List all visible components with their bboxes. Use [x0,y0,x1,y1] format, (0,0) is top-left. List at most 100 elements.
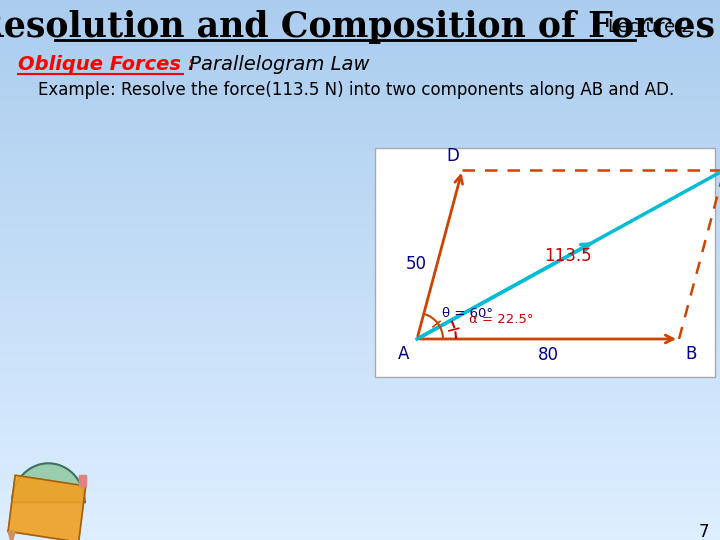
Bar [0,287,720,290]
Bar [0,265,720,268]
Bar [0,523,720,525]
Bar [0,318,720,320]
Bar [0,28,720,31]
Bar [0,314,720,317]
Bar [0,15,720,18]
Bar [0,350,720,353]
Bar [0,98,720,101]
Bar [0,312,720,315]
Bar [0,58,720,61]
Bar [0,210,720,212]
Bar [0,510,720,513]
Bar [0,408,720,410]
Bar [0,163,720,166]
Bar [0,235,720,238]
Bar [0,102,720,104]
Bar [0,105,720,108]
Bar [0,256,720,259]
Bar [0,530,720,533]
Bar [0,298,720,301]
Bar [0,246,720,248]
Bar [0,281,720,285]
Bar [0,386,720,389]
Bar [0,418,720,421]
Bar [0,451,720,454]
Bar [0,10,720,12]
Bar [0,443,720,447]
Bar [0,132,720,135]
Text: Example: Resolve the force(113.5 N) into two components along AB and AD.: Example: Resolve the force(113.5 N) into… [38,81,674,99]
Bar [0,179,720,182]
Bar [0,173,720,177]
Bar [0,156,720,158]
Bar [0,462,720,464]
Bar [0,40,720,43]
Bar [0,53,720,56]
Bar [0,206,720,209]
Bar [0,454,720,457]
Bar [0,161,720,164]
Bar [0,46,720,49]
Bar [0,85,720,88]
Bar [0,14,720,16]
Bar [0,21,720,23]
Bar [0,429,720,432]
Bar [0,355,720,358]
Bar [0,130,720,133]
Bar [0,267,720,270]
Bar [0,325,720,328]
Bar [0,303,720,306]
Bar [0,215,720,218]
Bar [0,352,720,355]
Bar [0,399,720,401]
Bar [0,33,720,36]
Bar [0,497,720,501]
Bar [0,501,720,504]
Bar [0,478,720,481]
Bar [0,199,720,201]
Bar [0,338,720,340]
Bar [0,237,720,239]
Bar [0,474,720,477]
Bar [0,100,720,103]
Bar [0,496,720,498]
Text: B: B [685,345,697,363]
Text: Parallelogram Law: Parallelogram Law [183,55,369,73]
Text: 7: 7 [698,523,709,540]
Bar [0,136,720,139]
Text: Oblique Forces :: Oblique Forces : [18,55,196,73]
Bar [0,413,720,416]
Bar [0,19,720,22]
Bar [0,150,720,153]
Bar [0,422,720,425]
Bar [0,354,720,356]
Bar [0,71,720,74]
Bar [0,249,720,252]
Bar [0,55,720,58]
Bar [0,392,720,394]
Bar [0,521,720,524]
Bar [0,244,720,247]
Bar [0,469,720,471]
Bar [0,346,720,349]
Bar [0,507,720,509]
Bar [0,485,720,488]
Bar [0,190,720,193]
Bar [0,92,720,96]
Bar [0,341,720,344]
Bar [0,138,720,140]
Bar [0,528,720,531]
Bar [0,436,720,439]
Bar [0,503,720,506]
Bar [0,446,720,448]
Polygon shape [8,475,86,540]
Bar [0,264,720,266]
Bar [0,409,720,412]
Bar [0,379,720,382]
Bar [0,177,720,180]
Bar [0,467,720,470]
Bar [0,339,720,342]
Bar [0,17,720,20]
Bar [0,516,720,518]
Bar [0,416,720,420]
